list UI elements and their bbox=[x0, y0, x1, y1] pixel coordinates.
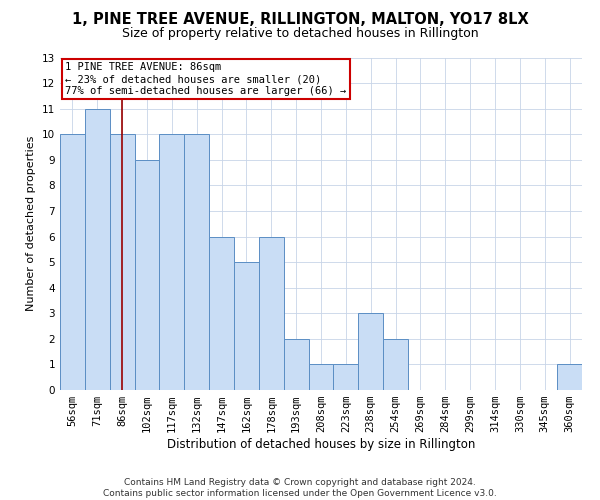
Y-axis label: Number of detached properties: Number of detached properties bbox=[26, 136, 37, 312]
Bar bbox=[334, 364, 358, 390]
Bar bbox=[234, 262, 259, 390]
Bar bbox=[284, 339, 308, 390]
Bar bbox=[134, 160, 160, 390]
Text: Size of property relative to detached houses in Rillington: Size of property relative to detached ho… bbox=[122, 28, 478, 40]
Bar bbox=[259, 236, 284, 390]
Text: 1 PINE TREE AVENUE: 86sqm
← 23% of detached houses are smaller (20)
77% of semi-: 1 PINE TREE AVENUE: 86sqm ← 23% of detac… bbox=[65, 62, 346, 96]
X-axis label: Distribution of detached houses by size in Rillington: Distribution of detached houses by size … bbox=[167, 438, 475, 451]
Text: 1, PINE TREE AVENUE, RILLINGTON, MALTON, YO17 8LX: 1, PINE TREE AVENUE, RILLINGTON, MALTON,… bbox=[71, 12, 529, 28]
Bar bbox=[160, 134, 184, 390]
Text: Contains HM Land Registry data © Crown copyright and database right 2024.
Contai: Contains HM Land Registry data © Crown c… bbox=[103, 478, 497, 498]
Bar bbox=[60, 134, 85, 390]
Bar bbox=[85, 108, 110, 390]
Bar bbox=[110, 134, 134, 390]
Bar bbox=[184, 134, 209, 390]
Bar bbox=[383, 339, 408, 390]
Bar bbox=[557, 364, 582, 390]
Bar bbox=[209, 236, 234, 390]
Bar bbox=[358, 314, 383, 390]
Bar bbox=[308, 364, 334, 390]
